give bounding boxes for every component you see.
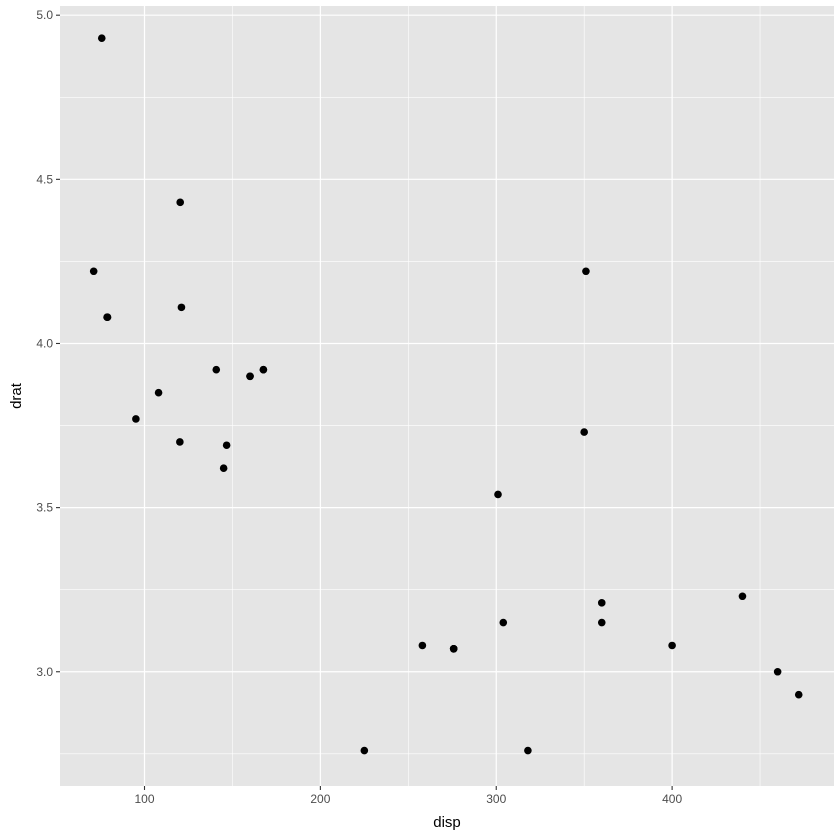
plot-panel <box>60 6 834 786</box>
data-point <box>132 415 140 423</box>
x-axis: 100 200 300 400 <box>134 786 682 806</box>
data-point <box>176 198 185 207</box>
data-points <box>89 34 803 755</box>
data-point <box>773 667 782 676</box>
y-axis-title: drat <box>8 382 25 409</box>
data-point <box>176 438 184 446</box>
data-point <box>499 618 508 627</box>
data-point <box>222 441 231 450</box>
data-point <box>494 490 502 499</box>
minor-gridlines <box>60 6 834 786</box>
x-tick-label: 200 <box>310 792 330 806</box>
data-point <box>449 644 458 653</box>
data-point <box>794 690 803 699</box>
data-point <box>582 267 590 276</box>
data-point <box>738 592 747 601</box>
data-point <box>418 641 427 650</box>
data-point <box>259 365 268 374</box>
x-axis-title: disp <box>433 814 461 831</box>
data-point <box>154 388 163 397</box>
y-tick-label: 3.0 <box>36 665 53 679</box>
y-tick-label: 3.5 <box>36 501 53 515</box>
major-gridlines <box>60 6 834 786</box>
x-tick-label: 400 <box>662 792 682 806</box>
data-point <box>524 746 532 755</box>
data-point <box>212 365 221 374</box>
data-point <box>103 313 112 322</box>
data-point <box>360 746 369 755</box>
x-tick-label: 300 <box>486 792 506 806</box>
data-point <box>97 34 106 42</box>
y-tick-label: 4.0 <box>36 336 53 350</box>
y-tick-label: 4.5 <box>36 172 53 186</box>
y-axis: 3.0 3.5 4.0 4.5 5.0 <box>36 8 60 679</box>
data-point <box>668 641 676 650</box>
data-point <box>597 618 606 627</box>
data-point <box>580 428 588 436</box>
data-point <box>177 303 186 312</box>
data-point <box>246 372 254 381</box>
data-point <box>219 464 228 473</box>
y-tick-label: 5.0 <box>36 8 53 22</box>
data-point <box>89 267 98 276</box>
data-point <box>597 599 606 607</box>
x-tick-label: 100 <box>134 792 154 806</box>
